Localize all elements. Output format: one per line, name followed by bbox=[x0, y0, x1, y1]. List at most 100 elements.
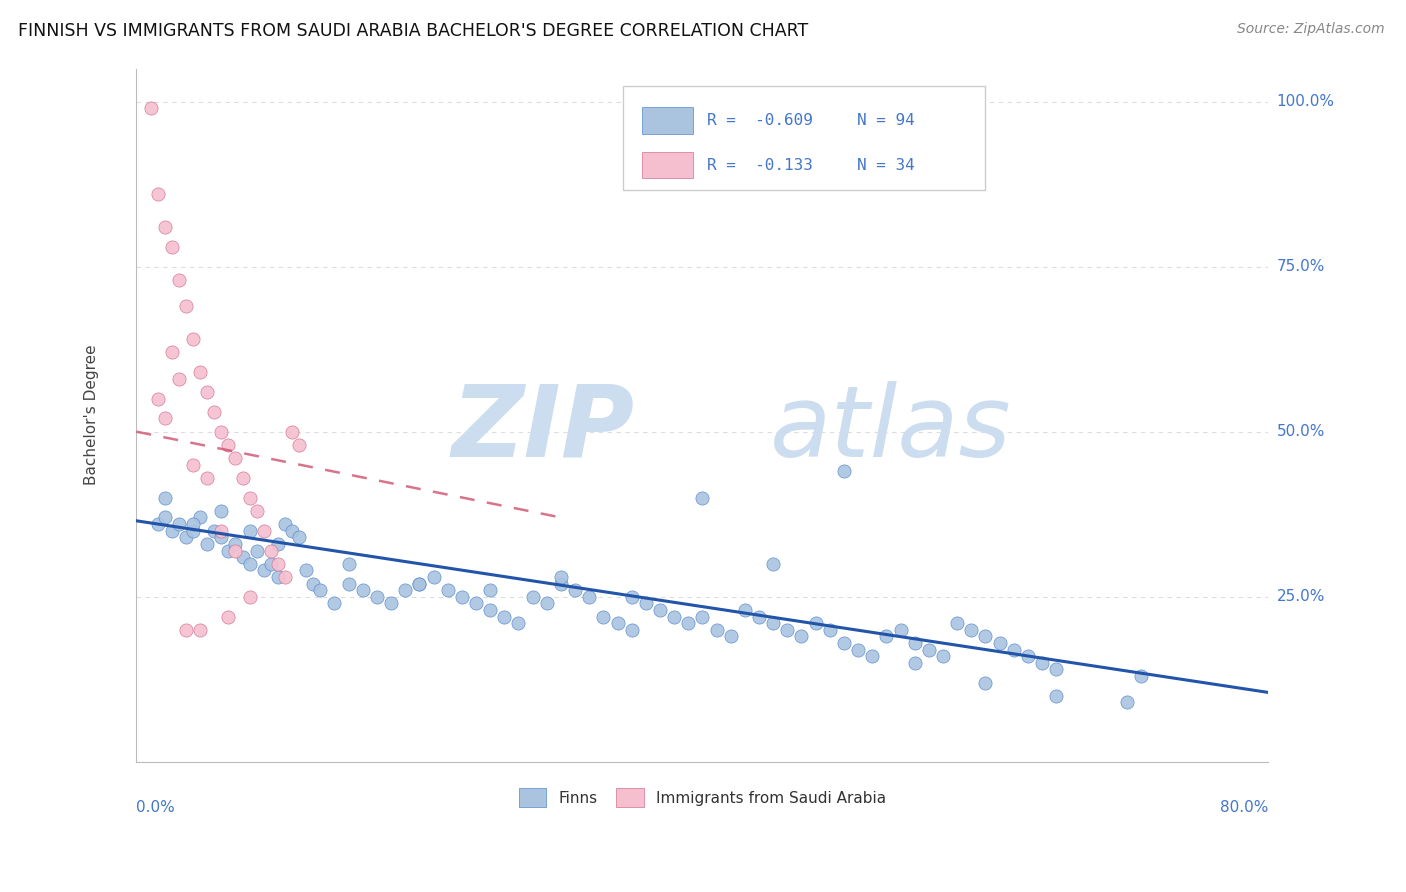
Text: 100.0%: 100.0% bbox=[1277, 94, 1334, 109]
Point bbox=[974, 675, 997, 690]
Point bbox=[160, 240, 183, 254]
Point bbox=[904, 636, 927, 650]
Text: atlas: atlas bbox=[770, 381, 1012, 477]
Point bbox=[889, 623, 911, 637]
Point bbox=[239, 524, 262, 538]
Point bbox=[1045, 662, 1067, 676]
Point bbox=[904, 656, 927, 670]
Point bbox=[267, 537, 290, 551]
Point bbox=[1002, 642, 1025, 657]
Point bbox=[217, 438, 239, 452]
Point bbox=[239, 557, 262, 571]
Point bbox=[246, 543, 269, 558]
Point bbox=[146, 392, 169, 406]
Point bbox=[253, 524, 276, 538]
Point bbox=[875, 629, 897, 643]
Point bbox=[267, 557, 290, 571]
Point bbox=[662, 609, 685, 624]
Point bbox=[260, 543, 283, 558]
Point bbox=[274, 570, 297, 584]
Point bbox=[209, 530, 232, 544]
Point bbox=[146, 517, 169, 532]
Point bbox=[224, 543, 246, 558]
Point bbox=[146, 186, 169, 201]
Point bbox=[592, 609, 614, 624]
Point bbox=[202, 524, 225, 538]
Point bbox=[918, 642, 941, 657]
Text: R =  -0.609: R = -0.609 bbox=[707, 113, 813, 128]
Point bbox=[1031, 656, 1053, 670]
Point bbox=[253, 563, 276, 577]
Point bbox=[337, 576, 360, 591]
Point bbox=[692, 491, 714, 505]
Point bbox=[692, 609, 714, 624]
Point bbox=[217, 543, 239, 558]
Point bbox=[167, 273, 190, 287]
Point bbox=[634, 596, 657, 610]
Text: 75.0%: 75.0% bbox=[1277, 259, 1324, 274]
Point bbox=[1116, 695, 1139, 709]
Point bbox=[309, 583, 332, 598]
Point bbox=[564, 583, 586, 598]
Point bbox=[295, 563, 318, 577]
Point bbox=[818, 623, 841, 637]
Text: N = 34: N = 34 bbox=[858, 158, 915, 172]
Point bbox=[323, 596, 346, 610]
FancyBboxPatch shape bbox=[643, 152, 693, 178]
Point bbox=[209, 524, 232, 538]
Point bbox=[606, 616, 628, 631]
Point bbox=[408, 576, 430, 591]
Point bbox=[762, 616, 785, 631]
Point bbox=[181, 517, 204, 532]
Point bbox=[224, 537, 246, 551]
Point bbox=[202, 405, 225, 419]
Point bbox=[550, 576, 572, 591]
Text: ZIP: ZIP bbox=[451, 381, 634, 477]
Text: 80.0%: 80.0% bbox=[1220, 800, 1268, 815]
Point bbox=[394, 583, 416, 598]
Point bbox=[846, 642, 869, 657]
Point bbox=[860, 649, 883, 664]
Point bbox=[160, 524, 183, 538]
Point bbox=[479, 583, 502, 598]
Point bbox=[422, 570, 444, 584]
Point bbox=[139, 101, 162, 115]
Point bbox=[620, 590, 643, 604]
Point bbox=[153, 510, 176, 524]
Point bbox=[209, 425, 232, 439]
Point bbox=[832, 464, 855, 478]
Point bbox=[167, 517, 190, 532]
Point bbox=[160, 345, 183, 359]
Text: N = 94: N = 94 bbox=[858, 113, 915, 128]
FancyBboxPatch shape bbox=[623, 86, 986, 190]
Point bbox=[974, 629, 997, 643]
Point bbox=[508, 616, 530, 631]
Point bbox=[988, 636, 1011, 650]
Point bbox=[720, 629, 742, 643]
Point bbox=[260, 557, 283, 571]
Point bbox=[366, 590, 388, 604]
Text: R =  -0.133: R = -0.133 bbox=[707, 158, 813, 172]
Text: Source: ZipAtlas.com: Source: ZipAtlas.com bbox=[1237, 22, 1385, 37]
Point bbox=[239, 590, 262, 604]
Point bbox=[450, 590, 472, 604]
Point bbox=[302, 576, 325, 591]
Point bbox=[832, 636, 855, 650]
Point bbox=[352, 583, 374, 598]
Legend: Finns, Immigrants from Saudi Arabia: Finns, Immigrants from Saudi Arabia bbox=[513, 782, 891, 814]
Point bbox=[804, 616, 827, 631]
Point bbox=[1017, 649, 1039, 664]
Point bbox=[188, 510, 211, 524]
Point bbox=[246, 504, 269, 518]
Point bbox=[267, 570, 290, 584]
Point bbox=[776, 623, 799, 637]
Point bbox=[337, 557, 360, 571]
Point bbox=[231, 550, 253, 565]
Point bbox=[706, 623, 728, 637]
Point bbox=[494, 609, 516, 624]
Point bbox=[174, 530, 197, 544]
Point bbox=[181, 458, 204, 472]
Point bbox=[195, 537, 218, 551]
Point bbox=[274, 517, 297, 532]
Point bbox=[153, 491, 176, 505]
